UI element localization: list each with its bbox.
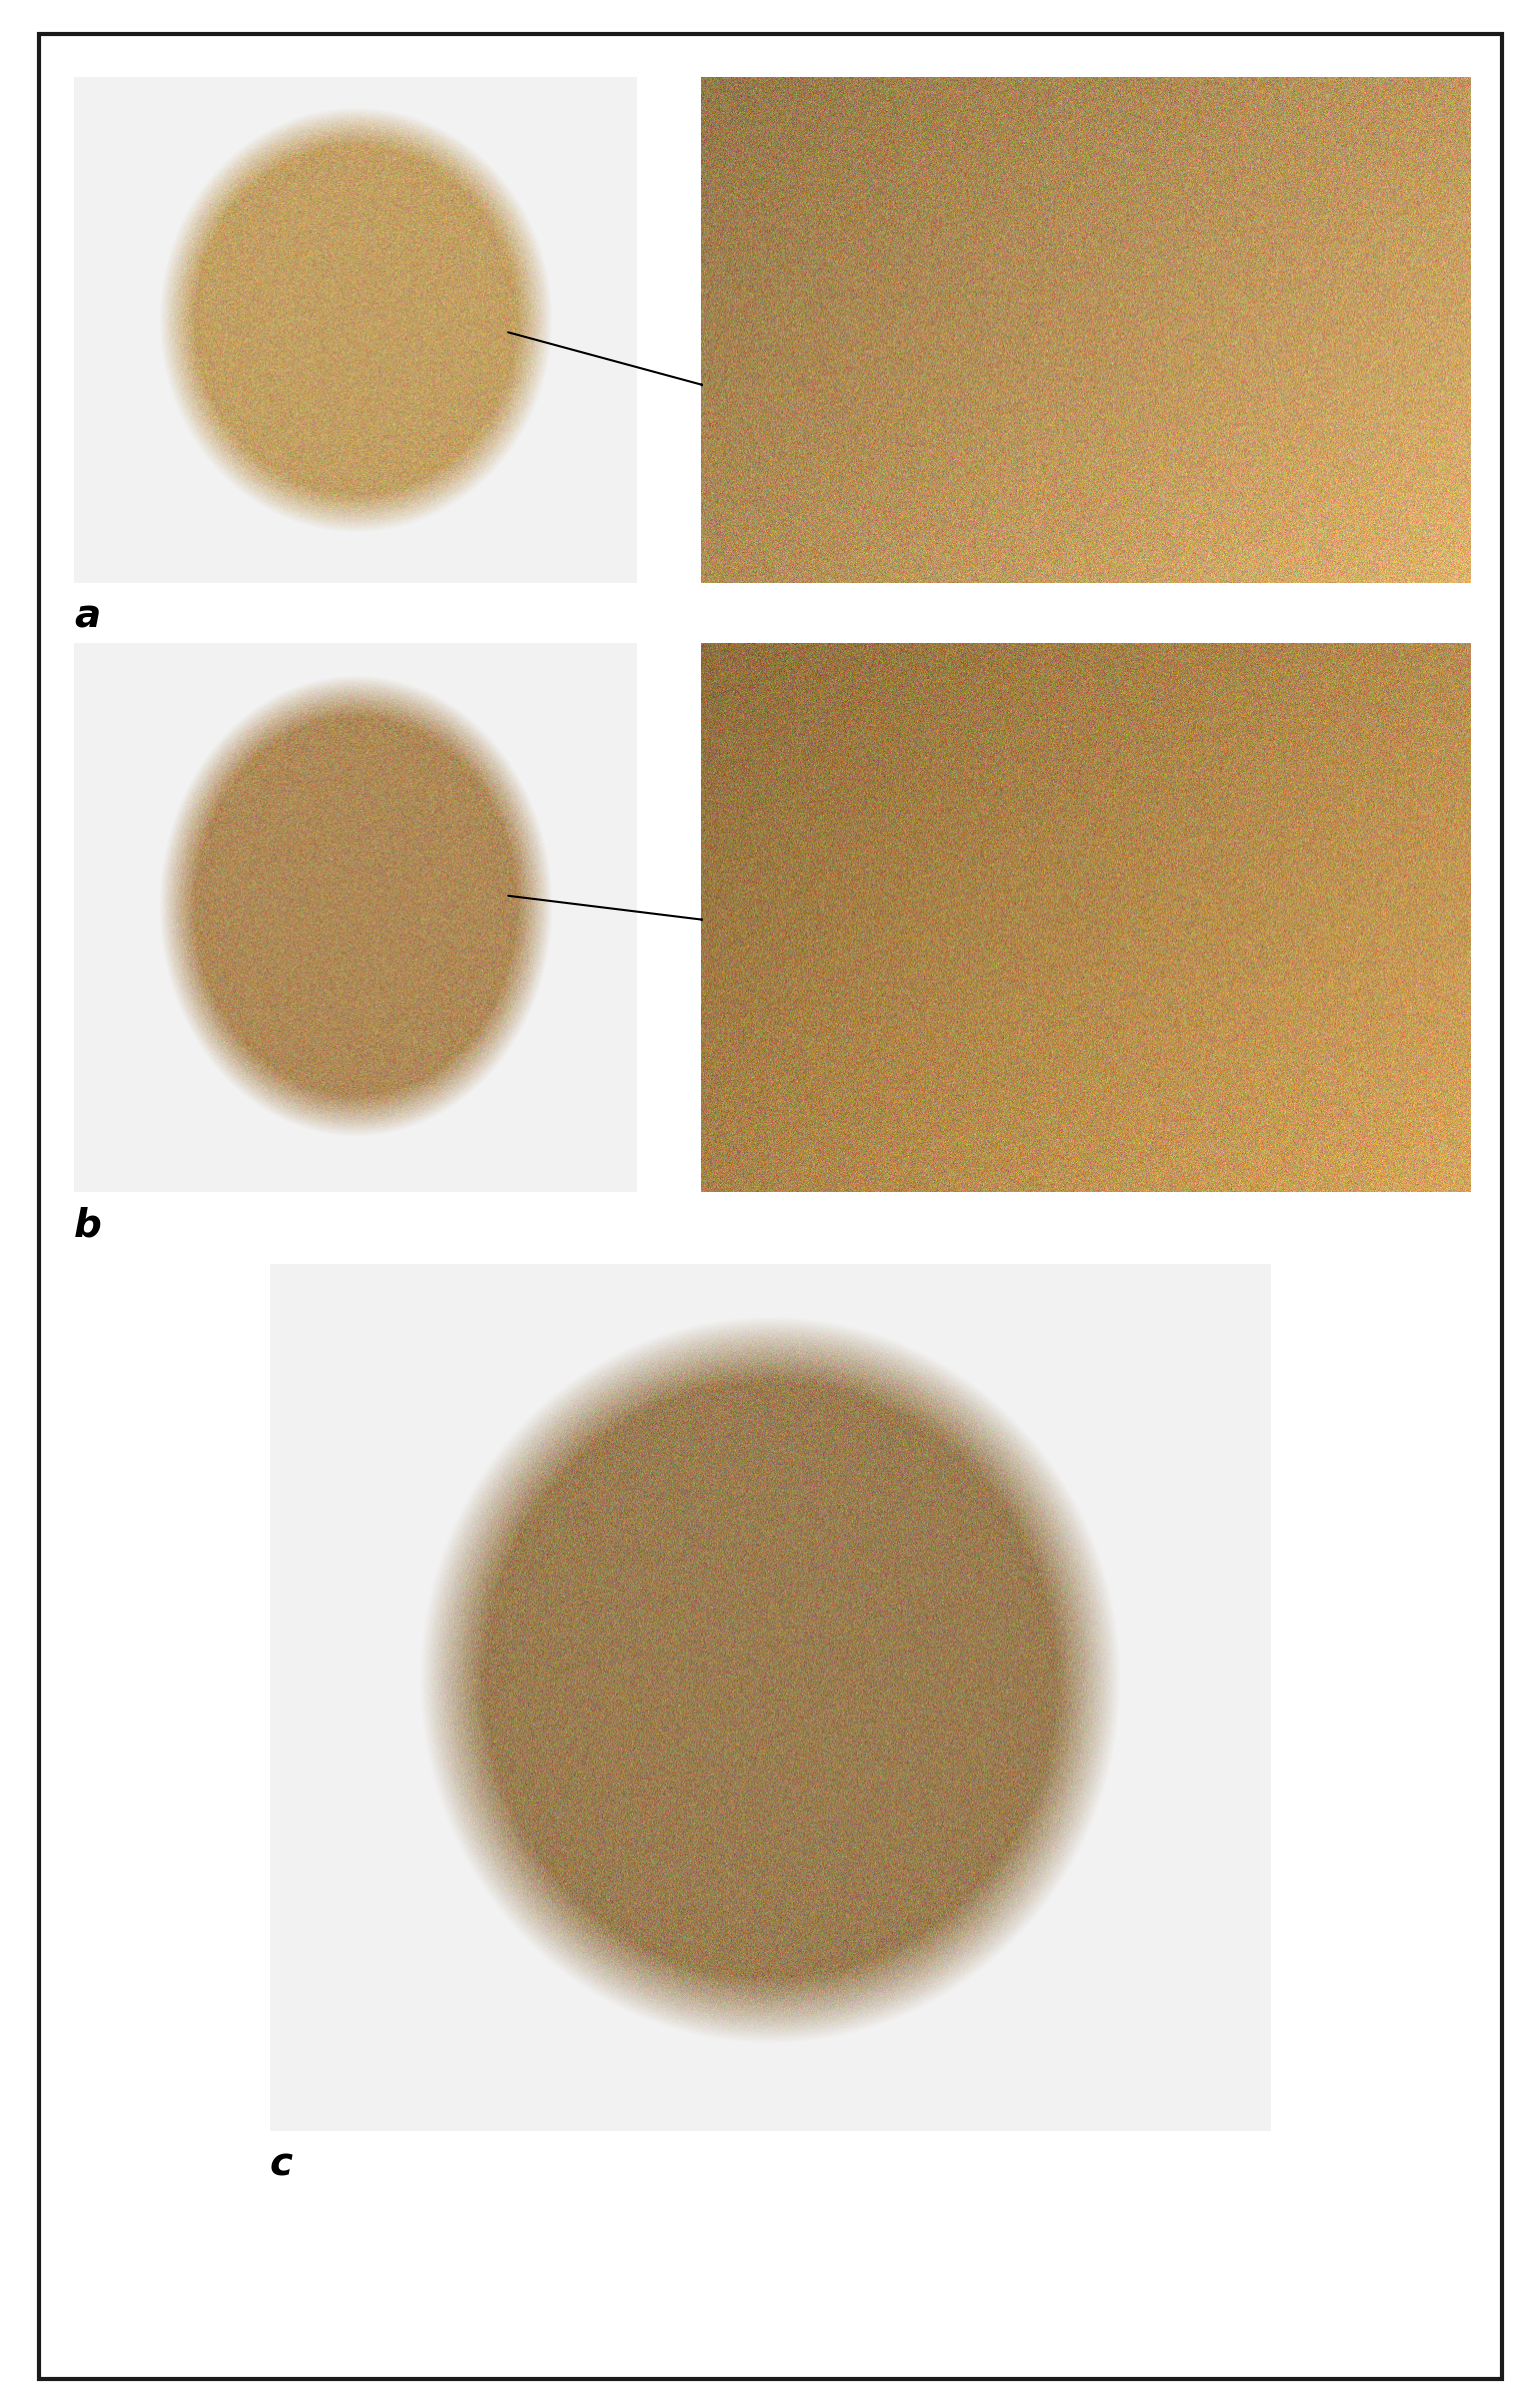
Text: c: c <box>270 2146 293 2184</box>
Text: a: a <box>74 597 100 636</box>
Text: b: b <box>74 1206 102 1245</box>
